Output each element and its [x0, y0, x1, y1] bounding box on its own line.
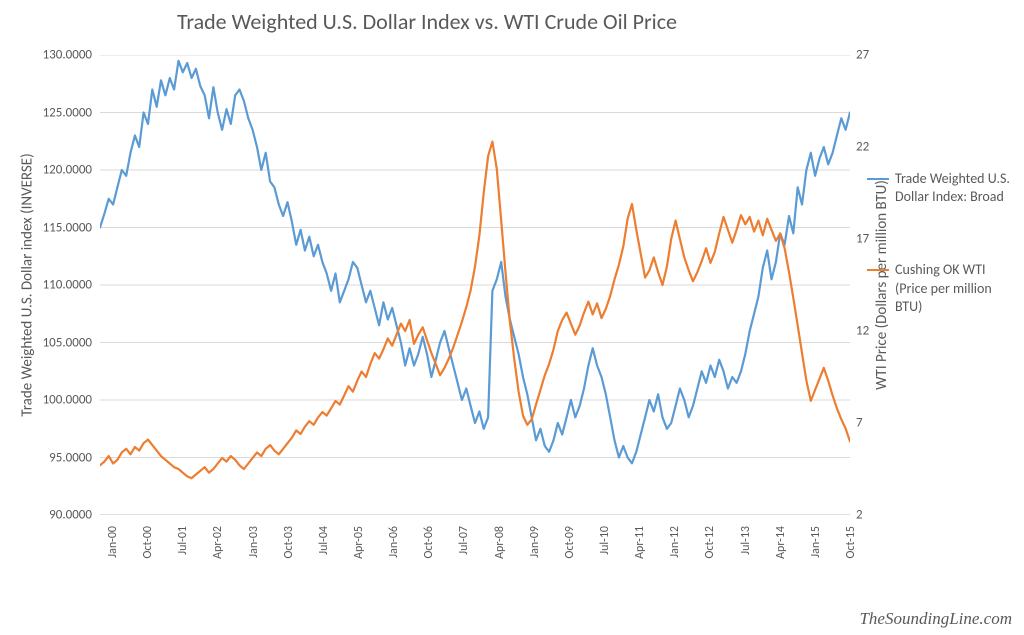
legend-swatch [867, 178, 889, 180]
legend-item-dollar-index: Trade Weighted U.S. Dollar Index: Broad [895, 170, 1015, 206]
attribution: TheSoundingLine.com [859, 609, 1012, 629]
legend-label: Trade Weighted U.S. Dollar Index: Broad [895, 170, 1010, 205]
chart-title: Trade Weighted U.S. Dollar Index vs. WTI… [0, 8, 854, 35]
legend: Trade Weighted U.S. Dollar Index: Broad … [895, 170, 1015, 371]
y-axis-right-label: WTI Price (Dollars per million BTU) [872, 55, 892, 515]
legend-label: Cushing OK WTI (Price per million BTU) [895, 261, 992, 314]
y-axis-left-ticks: 90.000095.0000100.0000105.0000110.000011… [38, 55, 96, 515]
chart-container: Trade Weighted U.S. Dollar Index vs. WTI… [0, 0, 1024, 635]
plot-area [100, 55, 850, 515]
legend-swatch [867, 269, 889, 271]
x-axis-ticks: Jan-00Oct-00Jul-01Apr-02Jan-03Oct-03Jul-… [100, 520, 850, 610]
legend-item-wti: Cushing OK WTI (Price per million BTU) [895, 261, 1015, 316]
